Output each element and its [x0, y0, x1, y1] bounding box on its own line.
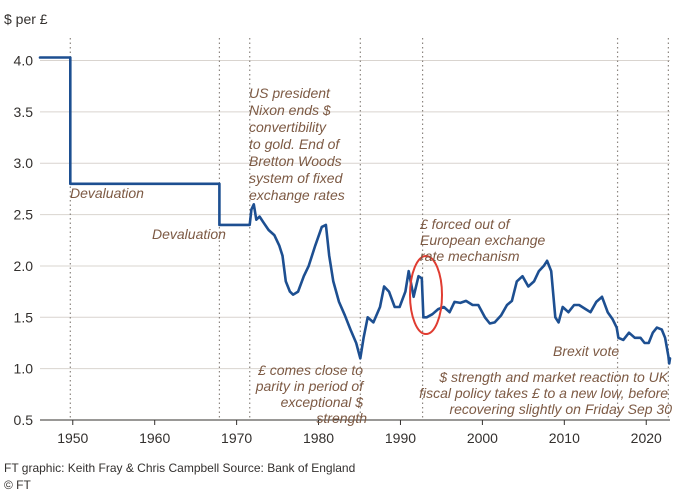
x-tick-label: 2000: [467, 430, 498, 446]
x-tick-label: 1970: [221, 430, 252, 446]
x-tick-label: 1980: [303, 430, 334, 446]
y-tick-label: 2.5: [14, 207, 34, 223]
y-tick-label: 1.0: [14, 361, 34, 377]
y-tick-label: 4.0: [14, 53, 34, 69]
annotation-parity: £ comes close to parity in period of exc…: [255, 362, 368, 426]
axes: $ per £ 0.5 1.0 1.5 2.0 2.5 3.0 3.5 4.0 1950 1960…: [4, 11, 662, 446]
x-tick-label: 1990: [385, 430, 416, 446]
annotation-devaluation-1967: Devaluation: [152, 226, 226, 242]
highlight-circle: [409, 255, 443, 335]
x-tick-label: 2010: [549, 430, 580, 446]
annotations: Devaluation Devaluation US president Nix…: [70, 85, 672, 426]
horizontal-gridlines: [40, 60, 670, 421]
annotation-brexit: Brexit vote: [553, 343, 619, 359]
annotation-fiscal: $ strength and market reaction to UK fis…: [419, 369, 672, 417]
x-tick-label: 2020: [631, 430, 662, 446]
y-tick-label: 2.0: [14, 258, 34, 274]
chart-credit: FT graphic: Keith Fray & Chris Campbell …: [4, 461, 356, 475]
y-tick-label: 3.5: [14, 104, 34, 120]
x-tick-label: 1950: [57, 430, 88, 446]
annotation-devaluation-1949: Devaluation: [70, 185, 144, 201]
x-tick-label: 1960: [139, 430, 170, 446]
copyright-label: © FT: [4, 478, 31, 492]
y-tick-label: 1.5: [14, 309, 34, 325]
annotation-erm: £ forced out of European exchange rate m…: [419, 216, 549, 264]
annotation-nixon: US president Nixon ends $ convertibility…: [249, 85, 346, 203]
y-tick-label: 3.0: [14, 155, 34, 171]
y-tick-label: 0.5: [14, 412, 34, 428]
y-axis-unit-label: $ per £: [4, 11, 48, 27]
